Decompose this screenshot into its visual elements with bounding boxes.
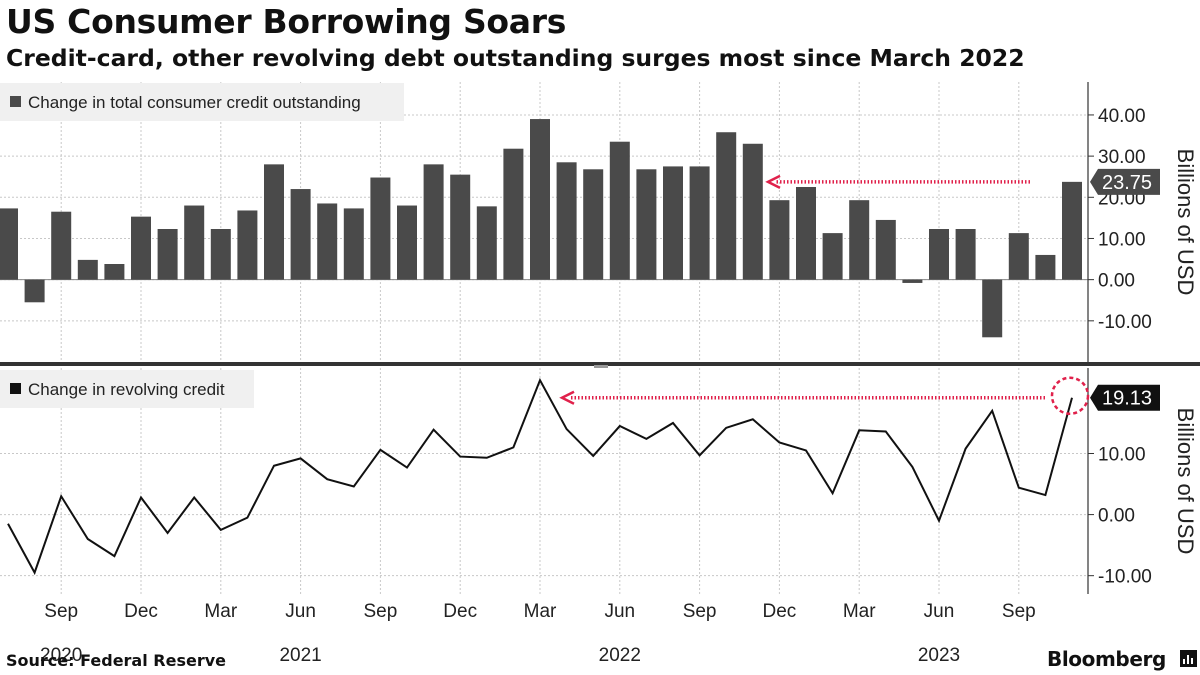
legend-label: Change in revolving credit — [28, 380, 225, 399]
bar — [264, 164, 284, 280]
bar — [689, 166, 710, 280]
bar — [822, 233, 843, 280]
x-tick-label: Sep — [1002, 601, 1036, 622]
line-series — [7, 377, 1073, 576]
panel-divider-handle — [594, 365, 608, 368]
latest-value-label: 19.13 — [1102, 388, 1152, 410]
bar — [237, 210, 258, 280]
bar — [530, 119, 550, 280]
bar — [104, 264, 125, 280]
legend-box — [0, 370, 254, 408]
bar — [184, 205, 205, 280]
bar — [742, 143, 763, 280]
bar — [370, 177, 391, 280]
legend-swatch — [10, 383, 21, 394]
bar — [397, 205, 417, 280]
bar — [51, 211, 72, 280]
bar — [556, 162, 577, 280]
y-axis-label: Billions of USD — [1173, 149, 1198, 296]
bar — [210, 229, 231, 280]
y-tick-label: 10.00 — [1098, 229, 1146, 250]
legend-swatch — [10, 96, 21, 107]
bar — [1062, 181, 1082, 280]
x-year-label: 2023 — [918, 645, 960, 666]
bar — [0, 208, 18, 280]
annotations: 23.75 19.13 — [559, 168, 1160, 415]
chart-title: US Consumer Borrowing Soars — [6, 2, 567, 41]
y-axis-label: Billions of USD — [1173, 408, 1198, 555]
bar — [769, 200, 790, 280]
x-tick-label: Sep — [683, 601, 717, 622]
bar-series — [0, 119, 1082, 338]
bloomberg-chart-icon — [1180, 650, 1197, 667]
bar — [131, 216, 151, 280]
legend-box — [0, 83, 404, 121]
bar — [849, 200, 870, 280]
legend-label: Change in total consumer credit outstand… — [28, 93, 361, 112]
latest-value-label: 23.75 — [1102, 172, 1152, 194]
x-tick-label: Jun — [604, 601, 635, 622]
annotation-arrow-head — [559, 390, 575, 405]
x-tick-label: Dec — [124, 601, 158, 622]
bar — [450, 174, 471, 280]
legends: Change in total consumer credit outstand… — [0, 83, 404, 408]
x-year-label: 2021 — [279, 645, 321, 666]
bar — [1035, 254, 1056, 280]
x-tick-label: Mar — [843, 601, 876, 622]
brand-logo-text: Bloomberg — [1047, 647, 1166, 671]
bar — [796, 187, 816, 280]
y-tick-label: -10.00 — [1098, 567, 1152, 588]
bar — [583, 169, 604, 280]
y-tick-label: 30.00 — [1098, 147, 1146, 168]
x-tick-label: Sep — [44, 601, 78, 622]
bar — [663, 166, 683, 280]
panel-divider — [0, 362, 1200, 366]
bar — [317, 203, 338, 280]
x-tick-label: Dec — [443, 601, 477, 622]
bar — [982, 279, 1003, 338]
bar — [636, 169, 657, 280]
bar — [955, 229, 976, 280]
annotation-arrow-head — [765, 174, 781, 189]
x-tick-label: Jun — [285, 601, 316, 622]
highlight-circle — [1050, 376, 1090, 415]
x-year-label: 2020 — [40, 645, 82, 666]
latest-value-tag — [1090, 384, 1160, 411]
revolving-credit-line — [7, 377, 1073, 576]
y-tick-label: -10.00 — [1098, 312, 1152, 333]
x-tick-label: Dec — [763, 601, 797, 622]
bar — [157, 229, 178, 280]
y-tick-label: 10.00 — [1098, 445, 1146, 466]
y-tick-label: 0.00 — [1098, 271, 1135, 292]
chart-subtitle: Credit-card, other revolving debt outsta… — [6, 44, 1025, 72]
x-year-label: 2022 — [599, 645, 641, 666]
bar — [1008, 233, 1029, 280]
bar — [343, 208, 364, 280]
bar — [503, 148, 524, 280]
bar — [609, 141, 630, 280]
y-tick-label: 0.00 — [1098, 506, 1135, 527]
latest-value-tag — [1090, 168, 1160, 195]
bar — [423, 164, 444, 280]
bar — [929, 229, 949, 280]
x-tick-label: Mar — [204, 601, 237, 622]
bar — [77, 259, 98, 280]
source-note: Source: Federal Reserve — [6, 651, 226, 670]
x-tick-label: Sep — [363, 601, 397, 622]
x-tick-label: Jun — [924, 601, 955, 622]
bar — [290, 189, 311, 280]
bar — [476, 206, 497, 280]
bar — [716, 132, 737, 280]
bar — [875, 219, 896, 280]
y-tick-label: 40.00 — [1098, 106, 1146, 127]
x-tick-label: Mar — [524, 601, 557, 622]
bar — [902, 279, 923, 283]
bar — [24, 279, 45, 303]
